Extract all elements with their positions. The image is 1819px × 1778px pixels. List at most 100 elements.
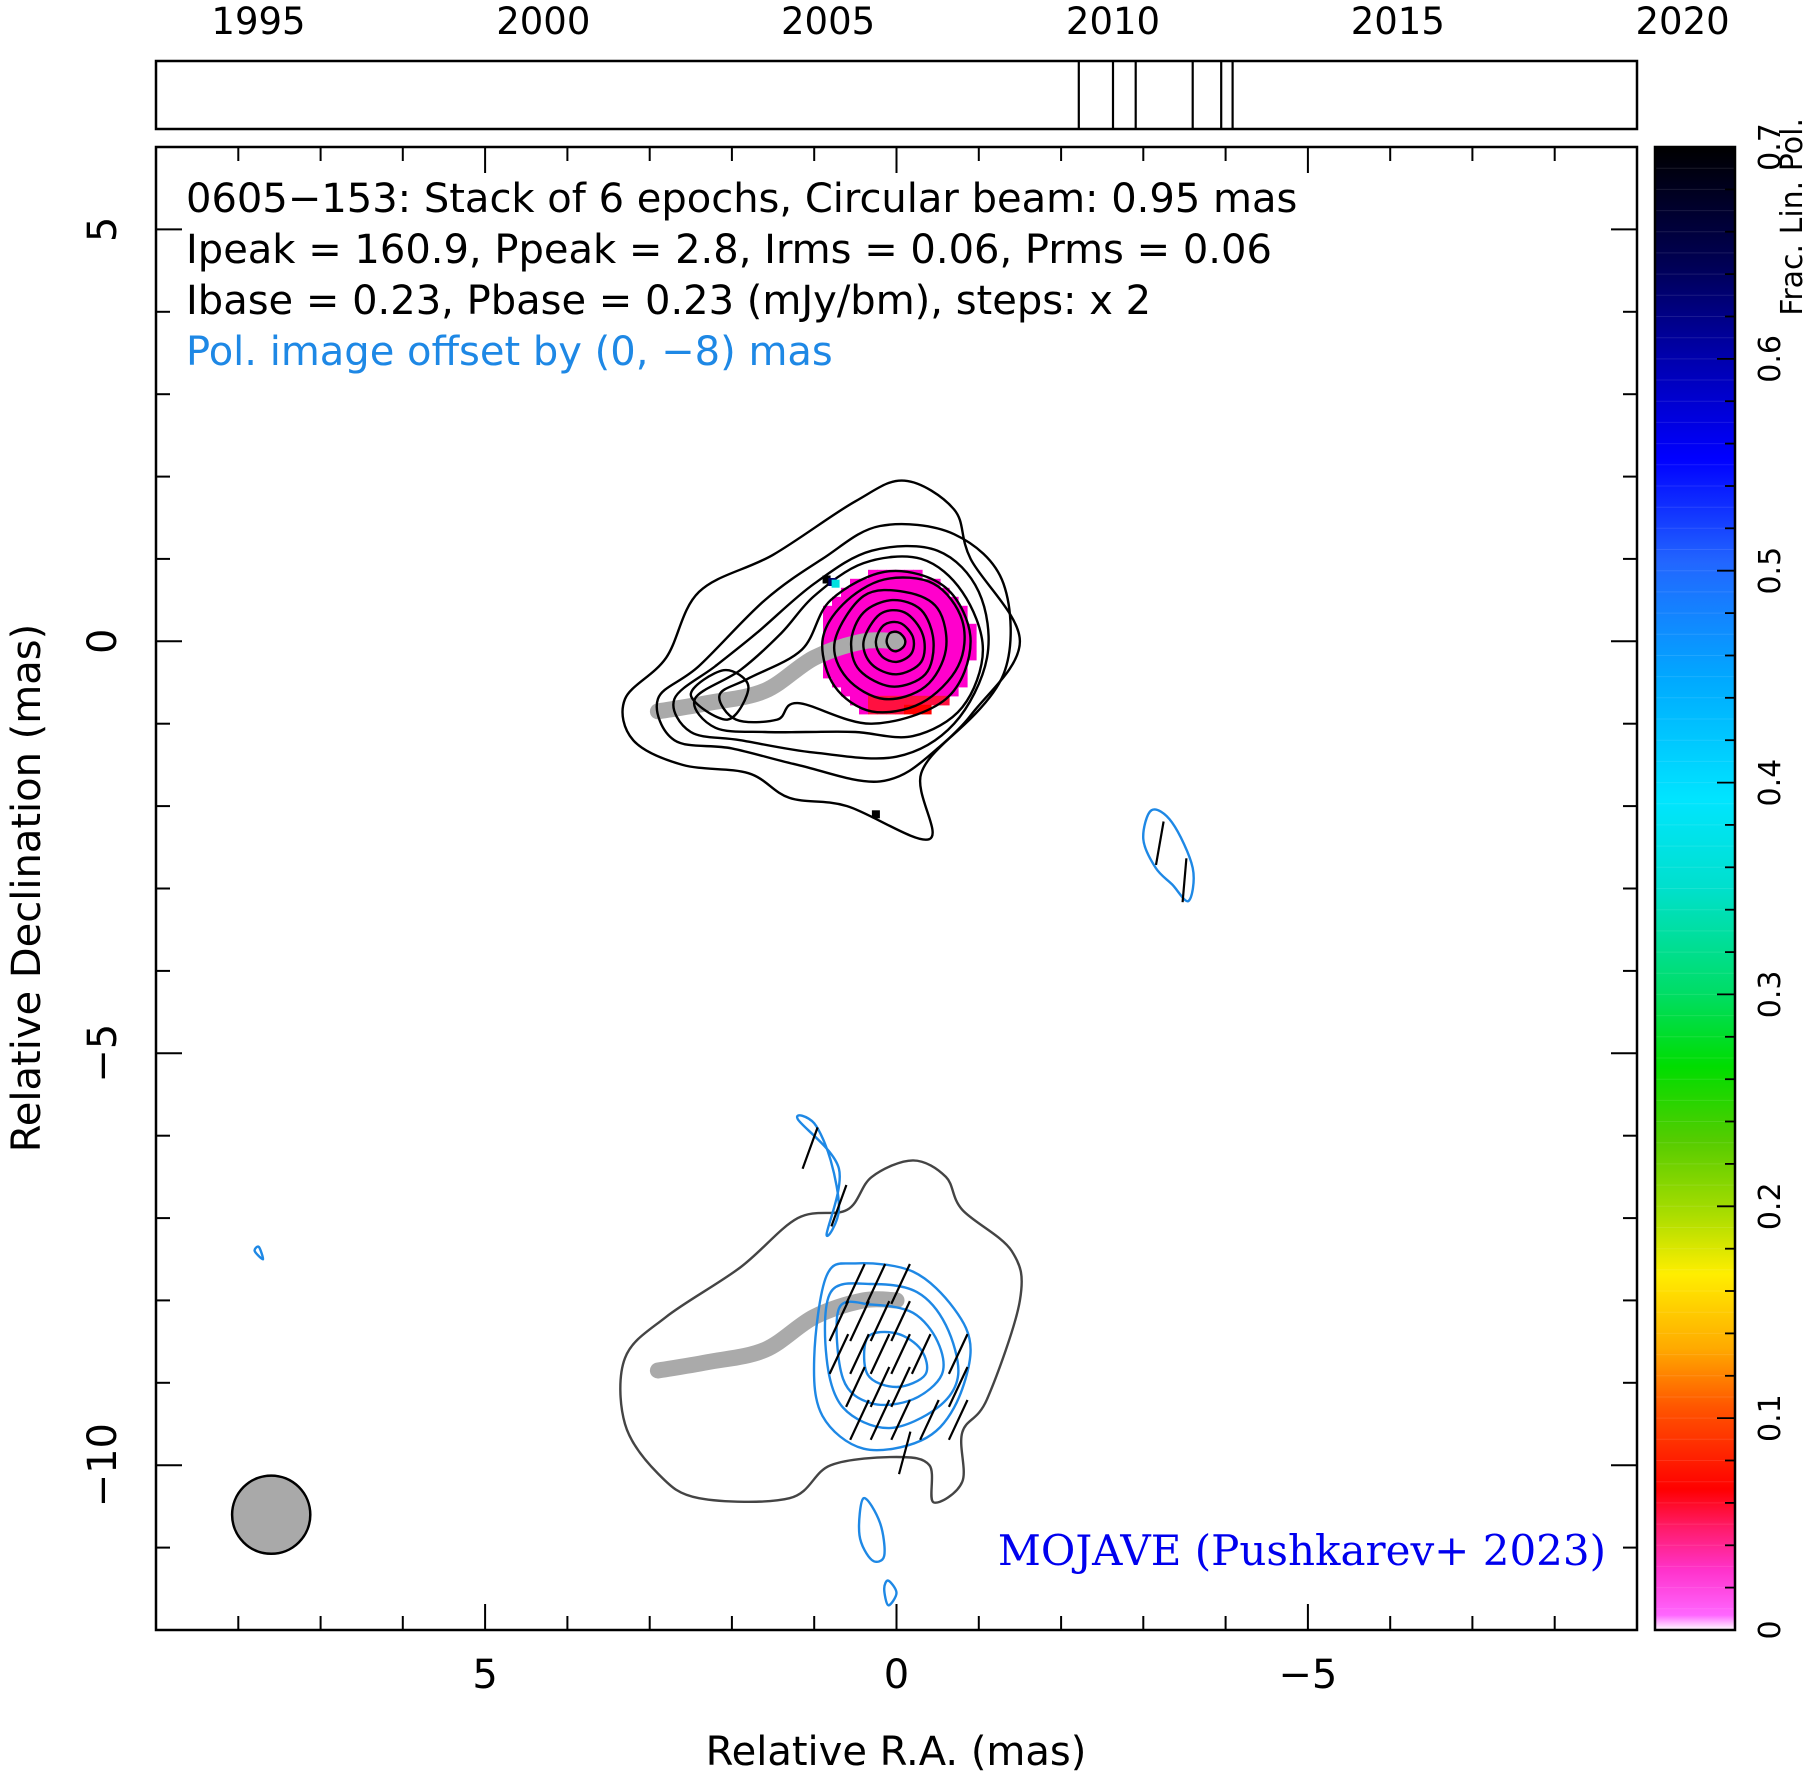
frac-pol-pixel-219 [967, 641, 977, 652]
frac-pol-pixel-145 [913, 623, 923, 634]
pol-contour-3 [862, 1330, 929, 1389]
frac-pol-pixel-45 [859, 587, 869, 598]
frac-pol-pixel-174 [931, 614, 941, 625]
frac-pol-pixel-201 [949, 632, 959, 643]
frac-pol-pixel-79 [877, 605, 887, 616]
frac-pol-pixel-153 [913, 695, 923, 706]
frac-pol-pixel-142 [913, 596, 923, 607]
offset-intensity-contour [619, 1159, 1023, 1504]
frac-pol-pixel-150 [913, 668, 923, 679]
frac-pol-pixel-91 [886, 569, 896, 580]
frac-pol-pixel-10 [832, 614, 842, 625]
timeline-tick-label-1: 2000 [496, 0, 590, 43]
frac-pol-pixel-113 [895, 623, 905, 634]
timeline-tick-label-4: 2015 [1351, 0, 1445, 43]
pol-contour-5 [1142, 808, 1195, 903]
frac-pol-pixel-107 [895, 569, 905, 580]
frac-pol-pixel-123 [904, 569, 914, 580]
frac-pol-pixel-194 [940, 677, 950, 688]
colorbar-tick-label-6: 0.6 [1753, 335, 1788, 383]
frac-pol-pixel-167 [922, 686, 932, 697]
colorbar-tick-label-7: 0.7 [1753, 123, 1788, 171]
evpa-vector-26 [1181, 858, 1188, 903]
evpa-vector-1 [865, 1263, 887, 1305]
x-tick-label-0: 5 [472, 1652, 497, 1698]
frac-pol-pixel-158 [922, 605, 932, 616]
frac-pol-pixel-106 [886, 704, 896, 715]
frac-pol-pixel-2 [823, 623, 833, 634]
evpa-vector-21 [947, 1399, 969, 1441]
frac-pol-pixel-220 [967, 650, 977, 661]
timeline-frame [154, 59, 1639, 131]
frac-pol-pixel-212 [958, 641, 968, 652]
frac-pol-pixel-203 [949, 650, 959, 661]
timeline-tick-label-3: 2010 [1066, 0, 1160, 43]
frac-pol-pixel-143 [913, 605, 923, 616]
frac-pol-pixel-88 [877, 686, 887, 697]
frac-pol-pixel-28 [841, 677, 851, 688]
frac-pol-pixel-105 [886, 695, 896, 706]
evpa-vector-23 [801, 1127, 819, 1170]
frac-pol-pixel-131 [904, 641, 914, 652]
frac-pol-pixel-175 [931, 623, 941, 634]
frac-pol-pixel-85 [877, 659, 887, 670]
evpa-vector-3 [828, 1300, 850, 1342]
frac-pol-pixel-55 [859, 677, 869, 688]
evpa-vector-2 [890, 1263, 911, 1305]
frac-pol-pixel-214 [958, 659, 968, 670]
frac-pol-pixel-187 [940, 614, 950, 625]
x-tick-label-1: 0 [884, 1652, 909, 1698]
colorbar-tick-label-3: 0.3 [1753, 971, 1788, 1019]
intensity-contours [619, 479, 1023, 1504]
frac-pol-pixel-8 [832, 596, 842, 607]
frac-pol-pixel-31 [850, 587, 860, 598]
frac-pol-pixel-190 [940, 641, 950, 652]
frac-pol-pixel-22 [841, 623, 851, 634]
frac-pol-pixel-178 [931, 650, 941, 661]
frac-pol-pixel-71 [868, 677, 878, 688]
intensity-contour-7 [832, 588, 948, 701]
frac-pol-pixel-199 [949, 614, 959, 625]
frac-pol-pixel-171 [931, 587, 941, 598]
frac-pol-pixel-75 [877, 569, 887, 580]
pol-contour-6 [857, 1496, 886, 1564]
intensity-contour-9 [862, 609, 926, 676]
frac-pol-pixel-183 [931, 695, 941, 706]
intensity-contour-4 [718, 569, 972, 725]
y-axis-title: Relative Declination (mas) [4, 624, 50, 1152]
frac-pol-pixel-104 [886, 686, 896, 697]
ridge-lines [649, 632, 905, 1379]
frac-pol-pixel-47 [859, 605, 869, 616]
frac-pol-pixel-155 [922, 578, 932, 589]
frac-pol-pixel-210 [958, 623, 968, 634]
frac-pol-pixel-147 [913, 641, 923, 652]
frac-pol-pixel-133 [904, 659, 914, 670]
frac-pol-pixel-127 [904, 605, 914, 616]
frac-pol-pixel-53 [859, 659, 869, 670]
evpa-vector-20 [919, 1399, 940, 1441]
colorbar-tick-label-4: 0.4 [1753, 759, 1788, 807]
evpa-vector-13 [845, 1366, 866, 1408]
frac-pol-pixel-172 [931, 596, 941, 607]
frac-pol-pixel-34 [850, 614, 860, 625]
evpa-vector-25 [1154, 821, 1165, 866]
evpa-vector-17 [849, 1399, 870, 1441]
beam-ellipse [230, 1474, 312, 1556]
frac-pol-pixel-162 [922, 641, 932, 652]
frac-pol-pixel-90 [877, 704, 887, 715]
frac-pol-pixel-135 [904, 677, 914, 688]
frac-pol-pixel-195 [940, 686, 950, 697]
colorbar-gradient [1655, 147, 1735, 1630]
frac-pol-pixel-206 [949, 677, 959, 688]
frac-pol-pixel-100 [886, 650, 896, 661]
frac-pol-pixel-189 [940, 632, 950, 643]
frac-pol-pixel-17 [832, 677, 842, 688]
evpa-vector-18 [869, 1399, 891, 1441]
frac-pol-pixel-109 [895, 587, 905, 598]
x-tick-label-2: −5 [1278, 1652, 1337, 1698]
frac-pol-pixel-70 [868, 668, 878, 679]
y-tick-label-3: −10 [80, 1423, 126, 1507]
frac-pol-pixel-164 [922, 659, 932, 670]
annotation-line-1: 0605−153: Stack of 6 epochs, Circular be… [186, 176, 1297, 222]
evpa-vector-24 [830, 1184, 848, 1227]
